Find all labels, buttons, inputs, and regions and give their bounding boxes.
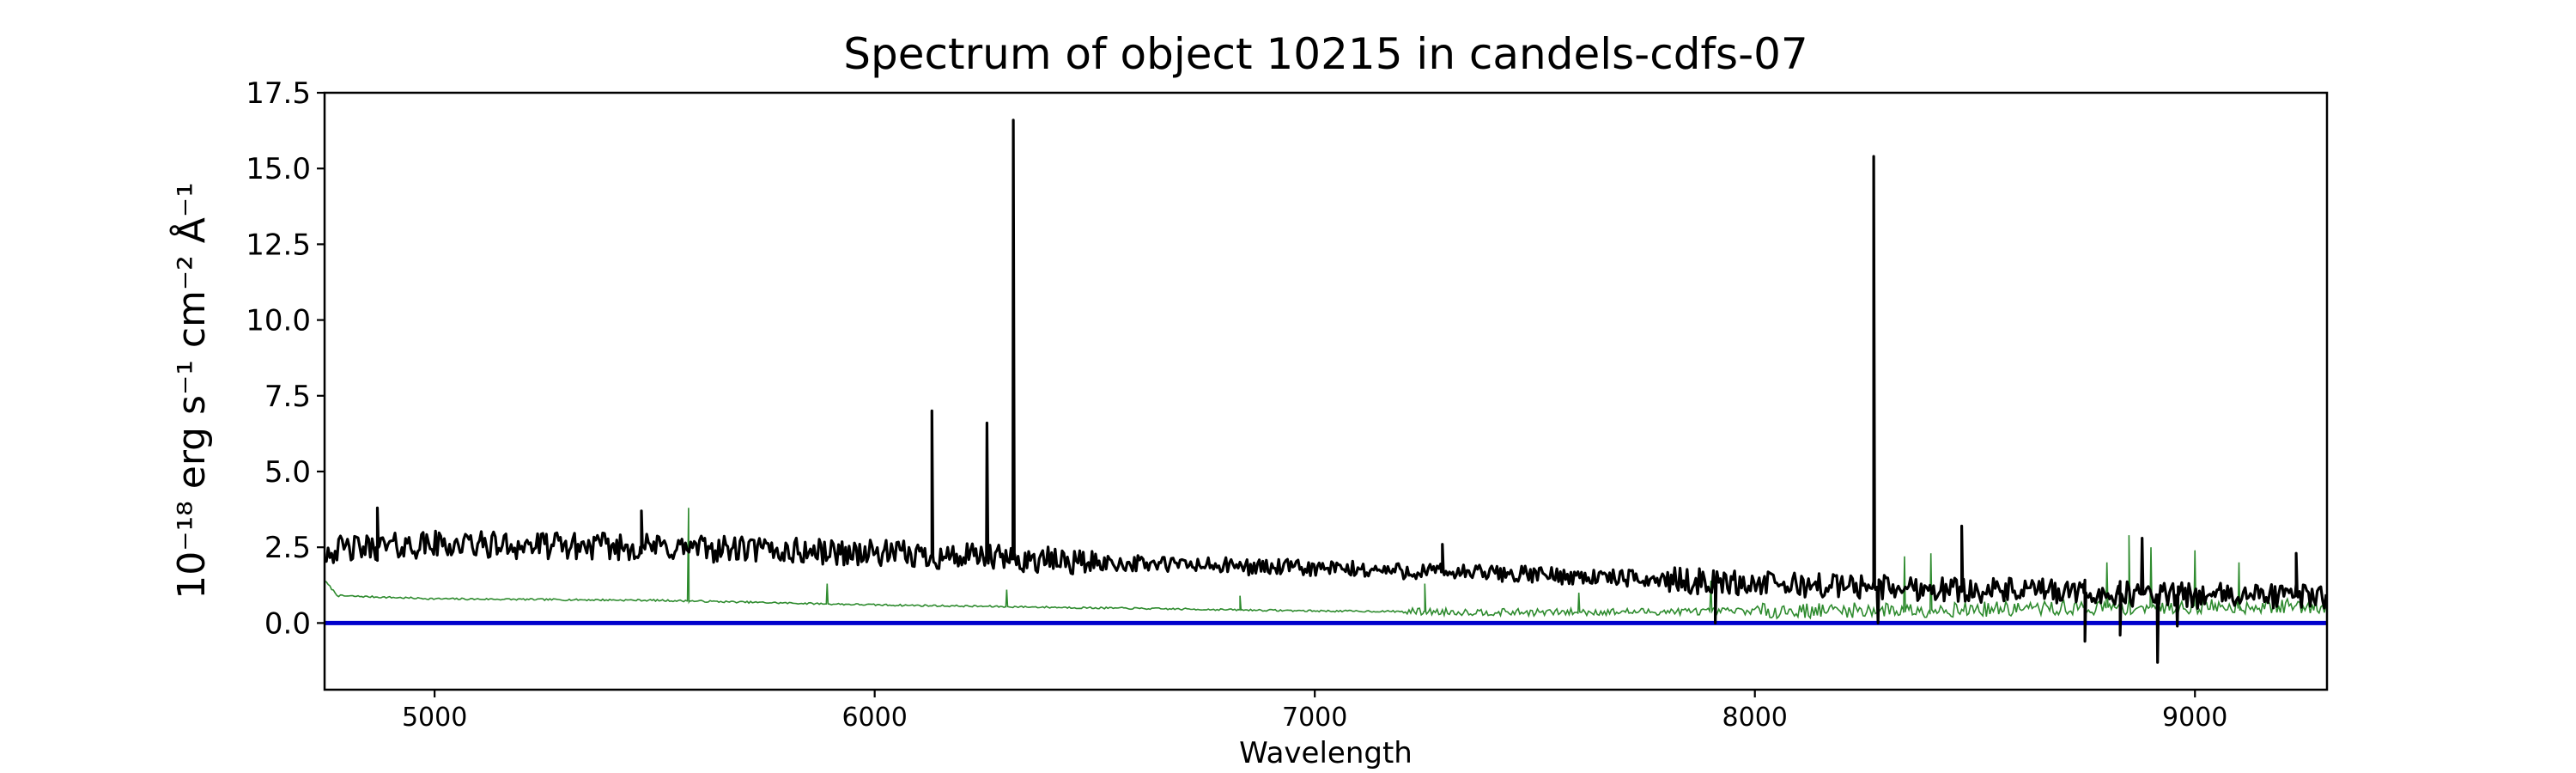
x-tick-label: 9000 bbox=[2162, 703, 2227, 733]
y-axis-label: 10⁻¹⁸ erg s⁻¹ cm⁻² Å⁻¹ bbox=[168, 182, 214, 599]
x-tick-label: 7000 bbox=[1282, 703, 1347, 733]
y-tick-label: 7.5 bbox=[264, 380, 311, 414]
x-tick-label: 8000 bbox=[1722, 703, 1788, 733]
y-tick-label: 2.5 bbox=[264, 531, 311, 565]
y-tick-label: 0.0 bbox=[264, 606, 311, 641]
x-tick-label: 6000 bbox=[841, 703, 907, 733]
spectrum-series-line bbox=[325, 119, 2327, 664]
x-tick-label: 5000 bbox=[402, 703, 467, 733]
y-tick-label: 15.0 bbox=[246, 152, 311, 186]
y-tick-label: 12.5 bbox=[246, 228, 311, 262]
axes: 5000 6000 7000 8000 9000 0.0 2.5 5.0 7.5 10.0 12.5… bbox=[246, 76, 2329, 733]
plot-frame bbox=[323, 91, 2329, 691]
x-axis-label: Wavelength bbox=[1239, 736, 1413, 770]
plot-area bbox=[325, 119, 2327, 664]
noise-series-line bbox=[325, 508, 2327, 620]
y-tick-label: 10.0 bbox=[246, 304, 311, 338]
y-tick-label: 17.5 bbox=[246, 76, 311, 111]
y-tick-label: 5.0 bbox=[264, 455, 311, 490]
chart-title: Spectrum of object 10215 in candels-cdfs… bbox=[843, 29, 1808, 79]
